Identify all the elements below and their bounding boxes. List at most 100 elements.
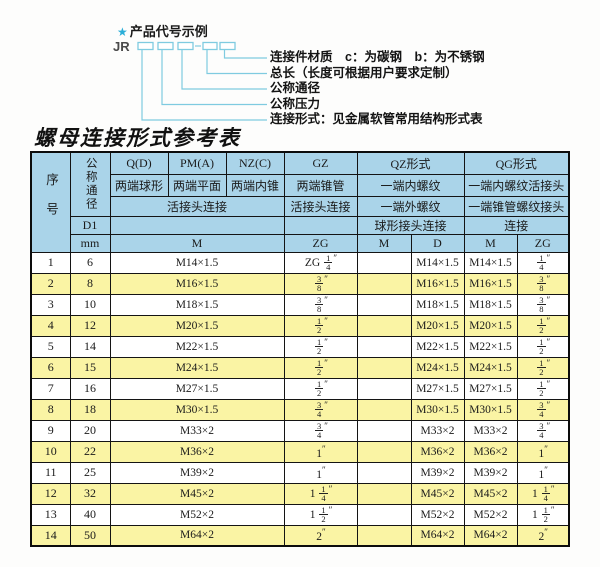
diagram-label-material: 连接件材质 c：为碳钢 b：为不锈钢 <box>270 50 485 64</box>
cell-seq: 10 <box>30 440 71 463</box>
table-row: 8 18 M30×1.5 3 4 ″ M30×1.5 M30×1.5 3 4 ″ <box>30 398 570 421</box>
cell-qz_d: M45×2 <box>410 482 465 505</box>
table-row: 7 16 M27×1.5 1 2 ″ M27×1.5 M27×1.5 1 2 ″ <box>30 377 570 400</box>
cell-seq: 9 <box>30 419 71 442</box>
cell-qg_m: M39×2 <box>463 461 518 484</box>
cell-qz_m <box>356 398 412 421</box>
cell-qz_d: M16×1.5 <box>410 272 465 295</box>
table-title: 螺母连接形式参考表 <box>34 125 241 150</box>
cell-qg_zg: 1 2 ″ <box>516 356 570 379</box>
cell-qg_m: M36×2 <box>463 440 518 463</box>
table-row: 4 12 M20×1.5 1 2 ″ M20×1.5 M20×1.5 1 2 ″ <box>30 314 570 337</box>
table-row: 1 6 M14×1.5 ZG 1 4 ″ M14×1.5 M14×1.5 1 4 ″ <box>30 251 570 274</box>
cell-qg_m: M30×1.5 <box>463 398 518 421</box>
diagram-label-connection: 连接形式：见金属软管常用结构形式表 <box>270 112 483 126</box>
cell-dn: 18 <box>69 398 111 421</box>
code-box <box>177 41 194 51</box>
cell-dn: 40 <box>69 503 111 526</box>
table-row: 13 40 M52×2 1 1 2 ″ M52×2 M52×2 1 1 2 ″ <box>30 503 570 526</box>
cell-seq: 2 <box>30 272 71 295</box>
cell-dn: 8 <box>69 272 111 295</box>
header-row-5: mm M ZG M D M ZG <box>31 233 570 253</box>
header-code-nz: NZ(C) <box>225 151 285 175</box>
cell-qg_m: M18×1.5 <box>463 293 518 316</box>
cell-zg: 1 1 2 ″ <box>283 503 358 526</box>
table-row: 6 15 M24×1.5 1 2 ″ M24×1.5 M24×1.5 1 2 ″ <box>30 356 570 379</box>
cell-zg: 1″ <box>283 461 358 484</box>
table-row: 3 10 M18×1.5 3 8 ″ M18×1.5 M18×1.5 3 8 ″ <box>30 293 570 316</box>
cell-seq: 13 <box>30 503 71 526</box>
cell-qg_m: M64×2 <box>463 524 518 547</box>
header-qz-unit-m: M <box>356 233 412 253</box>
product-code-prefix: JR <box>113 39 130 54</box>
cell-qg_zg: 1 1 2 ″ <box>516 503 570 526</box>
header-code-qz: QZ形式 <box>356 151 465 175</box>
cell-zg: 3 8 ″ <box>283 293 358 316</box>
cell-zg: 1 2 ″ <box>283 377 358 400</box>
connector-line <box>223 49 267 59</box>
cell-qz_m <box>356 419 412 442</box>
header-d1: D1 <box>69 215 111 235</box>
diagram-label-pressure: 公称压力 <box>270 96 321 111</box>
table-row: 12 32 M45×2 1 1 4 ″ M45×2 M45×2 1 1 4 ″ <box>30 482 570 505</box>
cell-m: M64×2 <box>109 524 285 547</box>
cell-zg: 1 2 ″ <box>283 335 358 358</box>
cell-qg_zg: 1 1 4 ″ <box>516 482 570 505</box>
cell-dn: 6 <box>69 251 111 274</box>
header-qz-unit-d: D <box>410 233 465 253</box>
header-unit-m: M <box>109 233 285 253</box>
cell-zg: ZG 1 4 ″ <box>283 251 358 274</box>
cell-qg_m: M14×1.5 <box>463 251 518 274</box>
cell-qz_d: M30×1.5 <box>410 398 465 421</box>
cell-dn: 32 <box>69 482 111 505</box>
cell-qz_d: M20×1.5 <box>410 314 465 337</box>
cell-dn: 16 <box>69 377 111 400</box>
cell-qg_zg: 1 2 ″ <box>516 314 570 337</box>
cell-seq: 5 <box>30 335 71 358</box>
cell-qz_m <box>356 482 412 505</box>
cell-dn: 22 <box>69 440 111 463</box>
cell-seq: 8 <box>30 398 71 421</box>
header-row-4: D1 球形接头连接 连接 <box>31 215 570 235</box>
header-qg-row2: 一端内螺纹活接头 <box>463 173 570 197</box>
table-body: 1 6 M14×1.5 ZG 1 4 ″ M14×1.5 M14×1.5 1 4 ″ 2 8 M16×1.… <box>30 251 570 547</box>
connector-line <box>181 49 267 90</box>
cell-qz_m <box>356 272 412 295</box>
header-qg-unit-m: M <box>463 233 518 253</box>
cell-m: M52×2 <box>109 503 285 526</box>
cell-qg_m: M52×2 <box>463 503 518 526</box>
cell-qg_m: M33×2 <box>463 419 518 442</box>
cell-zg: 1 2 ″ <box>283 356 358 379</box>
cell-qz_m <box>356 251 412 274</box>
cell-seq: 6 <box>30 356 71 379</box>
header-dn: 公称通径 <box>69 151 111 217</box>
diagram-labels: 连接件材质 c：为碳钢 b：为不锈钢 总长（长度可根据用户要求定制） 公称通径 … <box>270 50 485 128</box>
cell-qz_d: M14×1.5 <box>410 251 465 274</box>
cell-zg: 2″ <box>283 524 358 547</box>
cell-dn: 12 <box>69 314 111 337</box>
header-gz-row3: 活接头连接 <box>283 195 358 217</box>
cell-m: M45×2 <box>109 482 285 505</box>
code-boxes-and-connector-lines <box>137 41 267 121</box>
cell-m: M30×1.5 <box>109 398 285 421</box>
cell-m: M27×1.5 <box>109 377 285 400</box>
cell-qz_m <box>356 293 412 316</box>
connector-line <box>206 49 267 75</box>
header-mm: mm <box>69 233 111 253</box>
code-box <box>219 41 236 51</box>
cell-qz_m <box>356 356 412 379</box>
header-qz-row3: 一端外螺纹 <box>356 195 465 217</box>
blank-cell <box>109 215 285 235</box>
cell-qg_m: M20×1.5 <box>463 314 518 337</box>
cell-qz_m <box>356 377 412 400</box>
cell-qg_m: M22×1.5 <box>463 335 518 358</box>
cell-seq: 4 <box>30 314 71 337</box>
cell-qz_m <box>356 461 412 484</box>
header-row-1: 序号 公称通径 Q(D) PM(A) NZ(C) GZ QZ形式 QG形式 <box>30 151 570 253</box>
cell-seq: 3 <box>30 293 71 316</box>
header-qz-row4: 球形接头连接 <box>356 215 465 235</box>
cell-m: M24×1.5 <box>109 356 285 379</box>
diagram-title: ★ 产品代号示例 <box>117 21 208 40</box>
cell-qg_zg: 1″ <box>516 461 570 484</box>
cell-seq: 11 <box>30 461 71 484</box>
